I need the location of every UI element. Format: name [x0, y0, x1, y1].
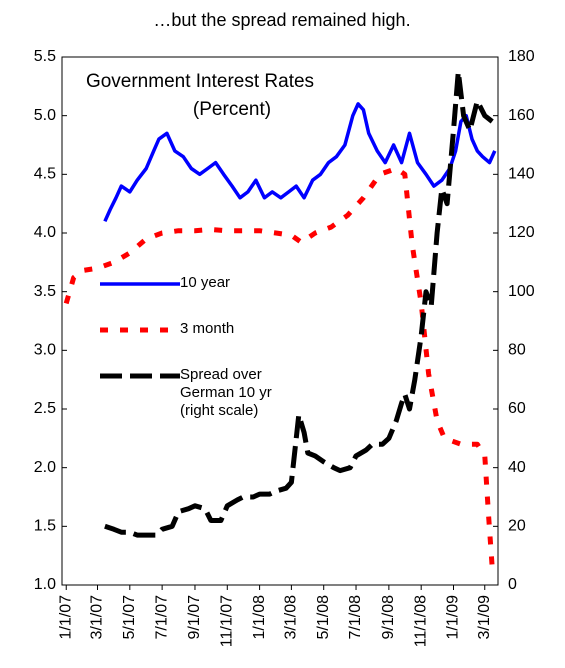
x-tick-label: 5/1/08 [315, 595, 332, 640]
x-tick-label: 5/1/07 [121, 595, 138, 640]
legend-swatch [100, 373, 180, 379]
x-tick-label: 11/1/08 [412, 595, 429, 647]
x-tick-label: 1/1/07 [57, 595, 74, 640]
y-tick-label: 3.0 [34, 342, 56, 359]
chart-caption: …but the spread remained high. [153, 10, 410, 30]
y-tick-label: 1.0 [34, 576, 56, 593]
y2-tick-label: 120 [508, 224, 535, 241]
chart-subtitle: (Percent) [193, 99, 271, 120]
y2-tick-label: 0 [508, 576, 517, 593]
legend-label: 3 month [180, 320, 235, 337]
chart-title: Government Interest Rates [86, 71, 314, 92]
legend: 10 year 3 month Spread over German 10 yr (… [100, 270, 350, 438]
x-tick-label: 3/1/08 [283, 595, 300, 640]
y2-tick-label: 160 [508, 107, 535, 124]
y2-tick-label: 80 [508, 342, 526, 359]
y-tick-label: 4.5 [34, 166, 56, 183]
y2-tick-label: 100 [508, 283, 535, 300]
y-tick-label: 4.0 [34, 224, 56, 241]
y-tick-label: 1.5 [34, 518, 56, 535]
legend-item: Spread over German 10 yr (right scale) [100, 362, 350, 420]
x-tick-label: 1/1/08 [251, 595, 268, 640]
y-tick-label: 5.0 [34, 107, 56, 124]
legend-label: 10 year [180, 274, 231, 291]
y2-tick-label: 180 [508, 48, 535, 65]
legend-swatch [100, 282, 180, 286]
y-tick-label: 2.0 [34, 459, 56, 476]
series-line [63, 166, 495, 568]
legend-label: Spread over German 10 yr (right scale) [180, 366, 272, 419]
plot-frame [61, 56, 499, 586]
x-tick-label: 1/1/09 [445, 595, 462, 640]
series-line [103, 102, 497, 223]
x-tick-label: 7/1/08 [347, 595, 364, 640]
y2-tick-label: 40 [508, 459, 526, 476]
y-tick-label: 2.5 [34, 400, 56, 417]
x-tick-label: 11/1/07 [219, 595, 236, 647]
x-tick-label: 3/1/09 [476, 595, 493, 640]
x-tick-label: 9/1/07 [186, 595, 203, 640]
legend-item: 3 month [100, 316, 350, 344]
legend-item: 10 year [100, 270, 350, 298]
y2-tick-label: 140 [508, 166, 535, 183]
y-tick-label: 5.5 [34, 48, 56, 65]
series-line [104, 69, 494, 538]
y-tick-label: 3.5 [34, 283, 56, 300]
x-tick-label: 3/1/07 [89, 595, 106, 640]
y2-tick-label: 20 [508, 518, 526, 535]
x-tick-label: 9/1/08 [380, 595, 397, 640]
y2-tick-label: 60 [508, 400, 526, 417]
x-tick-label: 7/1/07 [153, 595, 170, 640]
legend-swatch [100, 327, 180, 333]
